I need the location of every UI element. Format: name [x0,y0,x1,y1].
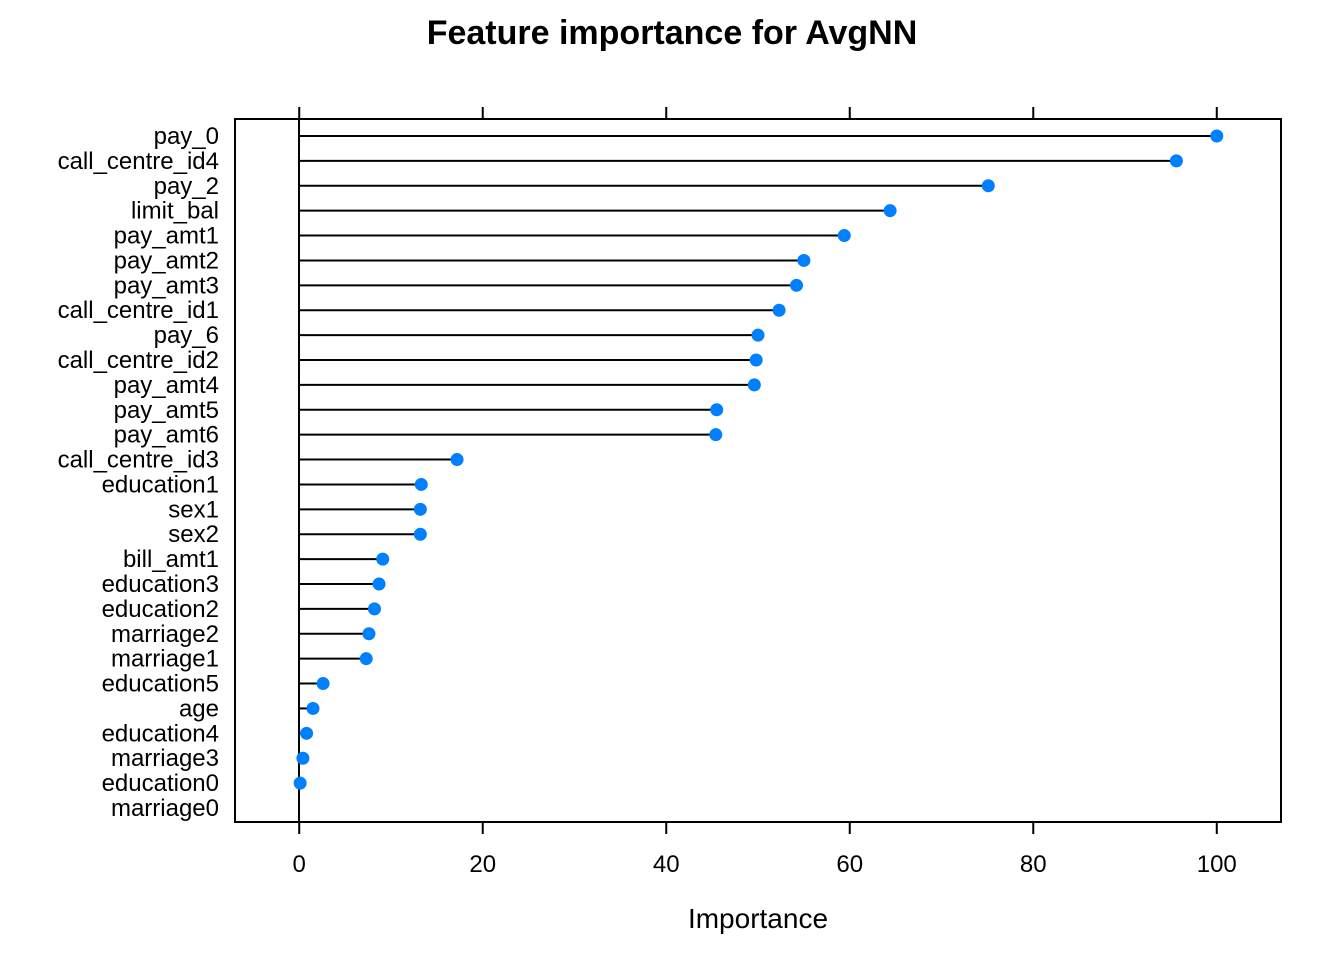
point-marriage3 [296,751,310,765]
point-bill_amt1 [376,552,390,566]
feature-labels: pay_0call_centre_id4pay_2limit_balpay_am… [58,123,219,822]
point-limit_bal [883,204,897,218]
feature-label: age [179,695,219,722]
feature-label: education4 [102,720,219,747]
x-axis-title: Importance [688,903,828,934]
x-tick-label: 60 [836,851,863,878]
feature-label: pay_6 [154,322,219,349]
x-tick-label: 0 [293,851,306,878]
lollipop-points [293,129,1224,790]
feature-label: limit_bal [131,198,219,225]
feature-label: call_centre_id4 [58,148,219,175]
point-education5 [316,677,330,691]
x-tick-label: 80 [1020,851,1047,878]
point-education4 [300,726,314,740]
x-tick-label: 100 [1197,851,1237,878]
feature-label: pay_2 [154,173,219,200]
feature-label: pay_amt1 [114,223,219,250]
point-age [306,701,320,715]
feature-label: bill_amt1 [123,546,219,573]
x-axis-ticks: 0 20 40 60 80 100 [293,107,1237,878]
feature-label: education5 [102,671,219,698]
feature-label: sex1 [168,496,219,523]
feature-label: education2 [102,596,219,623]
point-call_centre_id2 [749,353,763,367]
feature-label: sex2 [168,521,219,548]
point-sex1 [413,502,427,516]
feature-label: call_centre_id3 [58,447,219,474]
point-education3 [372,577,386,591]
point-pay_amt4 [747,378,761,392]
feature-label: marriage3 [111,745,219,772]
plot-frame [234,118,1282,823]
point-education2 [367,602,381,616]
lollipop-stems [299,135,1217,785]
feature-label: education3 [102,571,219,598]
point-pay_amt3 [790,278,804,292]
feature-label: pay_amt3 [114,272,219,299]
point-education1 [414,477,428,491]
feature-label: marriage2 [111,621,219,648]
point-call_centre_id3 [450,453,464,467]
point-pay_amt1 [837,229,851,243]
x-tick-label: 20 [469,851,496,878]
chart-title: Feature importance for AvgNN [427,14,918,52]
point-marriage1 [359,652,373,666]
point-pay_0 [1210,129,1224,143]
feature-label: pay_amt2 [114,247,219,274]
point-call_centre_id4 [1169,154,1183,168]
feature-label: call_centre_id1 [58,297,219,324]
feature-label: call_centre_id2 [58,347,219,374]
feature-label: pay_0 [154,123,219,150]
point-pay_2 [981,179,995,193]
point-education0 [293,776,307,790]
point-marriage2 [362,627,376,641]
point-call_centre_id1 [772,303,786,317]
point-pay_amt2 [797,253,811,267]
feature-label: pay_amt5 [114,397,219,424]
point-pay_amt6 [709,428,723,442]
feature-label: marriage1 [111,646,219,673]
point-pay_6 [751,328,765,342]
feature-label: pay_amt6 [114,422,219,449]
point-sex2 [413,527,427,541]
feature-label: education1 [102,471,219,498]
x-tick-label: 40 [653,851,680,878]
feature-label: education0 [102,770,219,797]
point-pay_amt5 [710,403,724,417]
feature-label: pay_amt4 [114,372,219,399]
feature-label: marriage0 [111,795,219,822]
